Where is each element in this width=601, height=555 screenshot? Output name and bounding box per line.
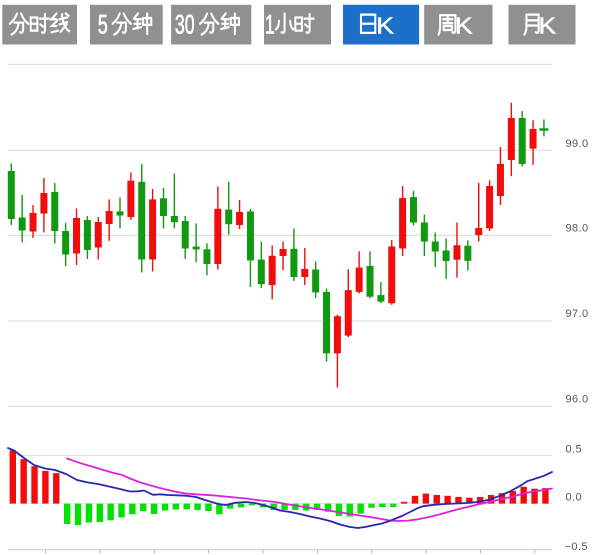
svg-text:99.0: 99.0: [566, 138, 589, 150]
svg-text:K: K: [539, 13, 557, 39]
svg-text:−0.5: −0.5: [565, 541, 588, 553]
svg-text:5: 5: [98, 9, 108, 40]
svg-text:1: 1: [265, 9, 275, 40]
svg-text:K: K: [376, 13, 394, 39]
svg-text:0.5: 0.5: [566, 444, 583, 456]
svg-text:0.0: 0.0: [566, 492, 583, 504]
svg-text:30: 30: [175, 9, 195, 40]
svg-text:97.0: 97.0: [566, 308, 589, 320]
svg-text:K: K: [455, 13, 473, 39]
svg-text:96.0: 96.0: [566, 394, 589, 406]
svg-text:98.0: 98.0: [566, 223, 589, 235]
